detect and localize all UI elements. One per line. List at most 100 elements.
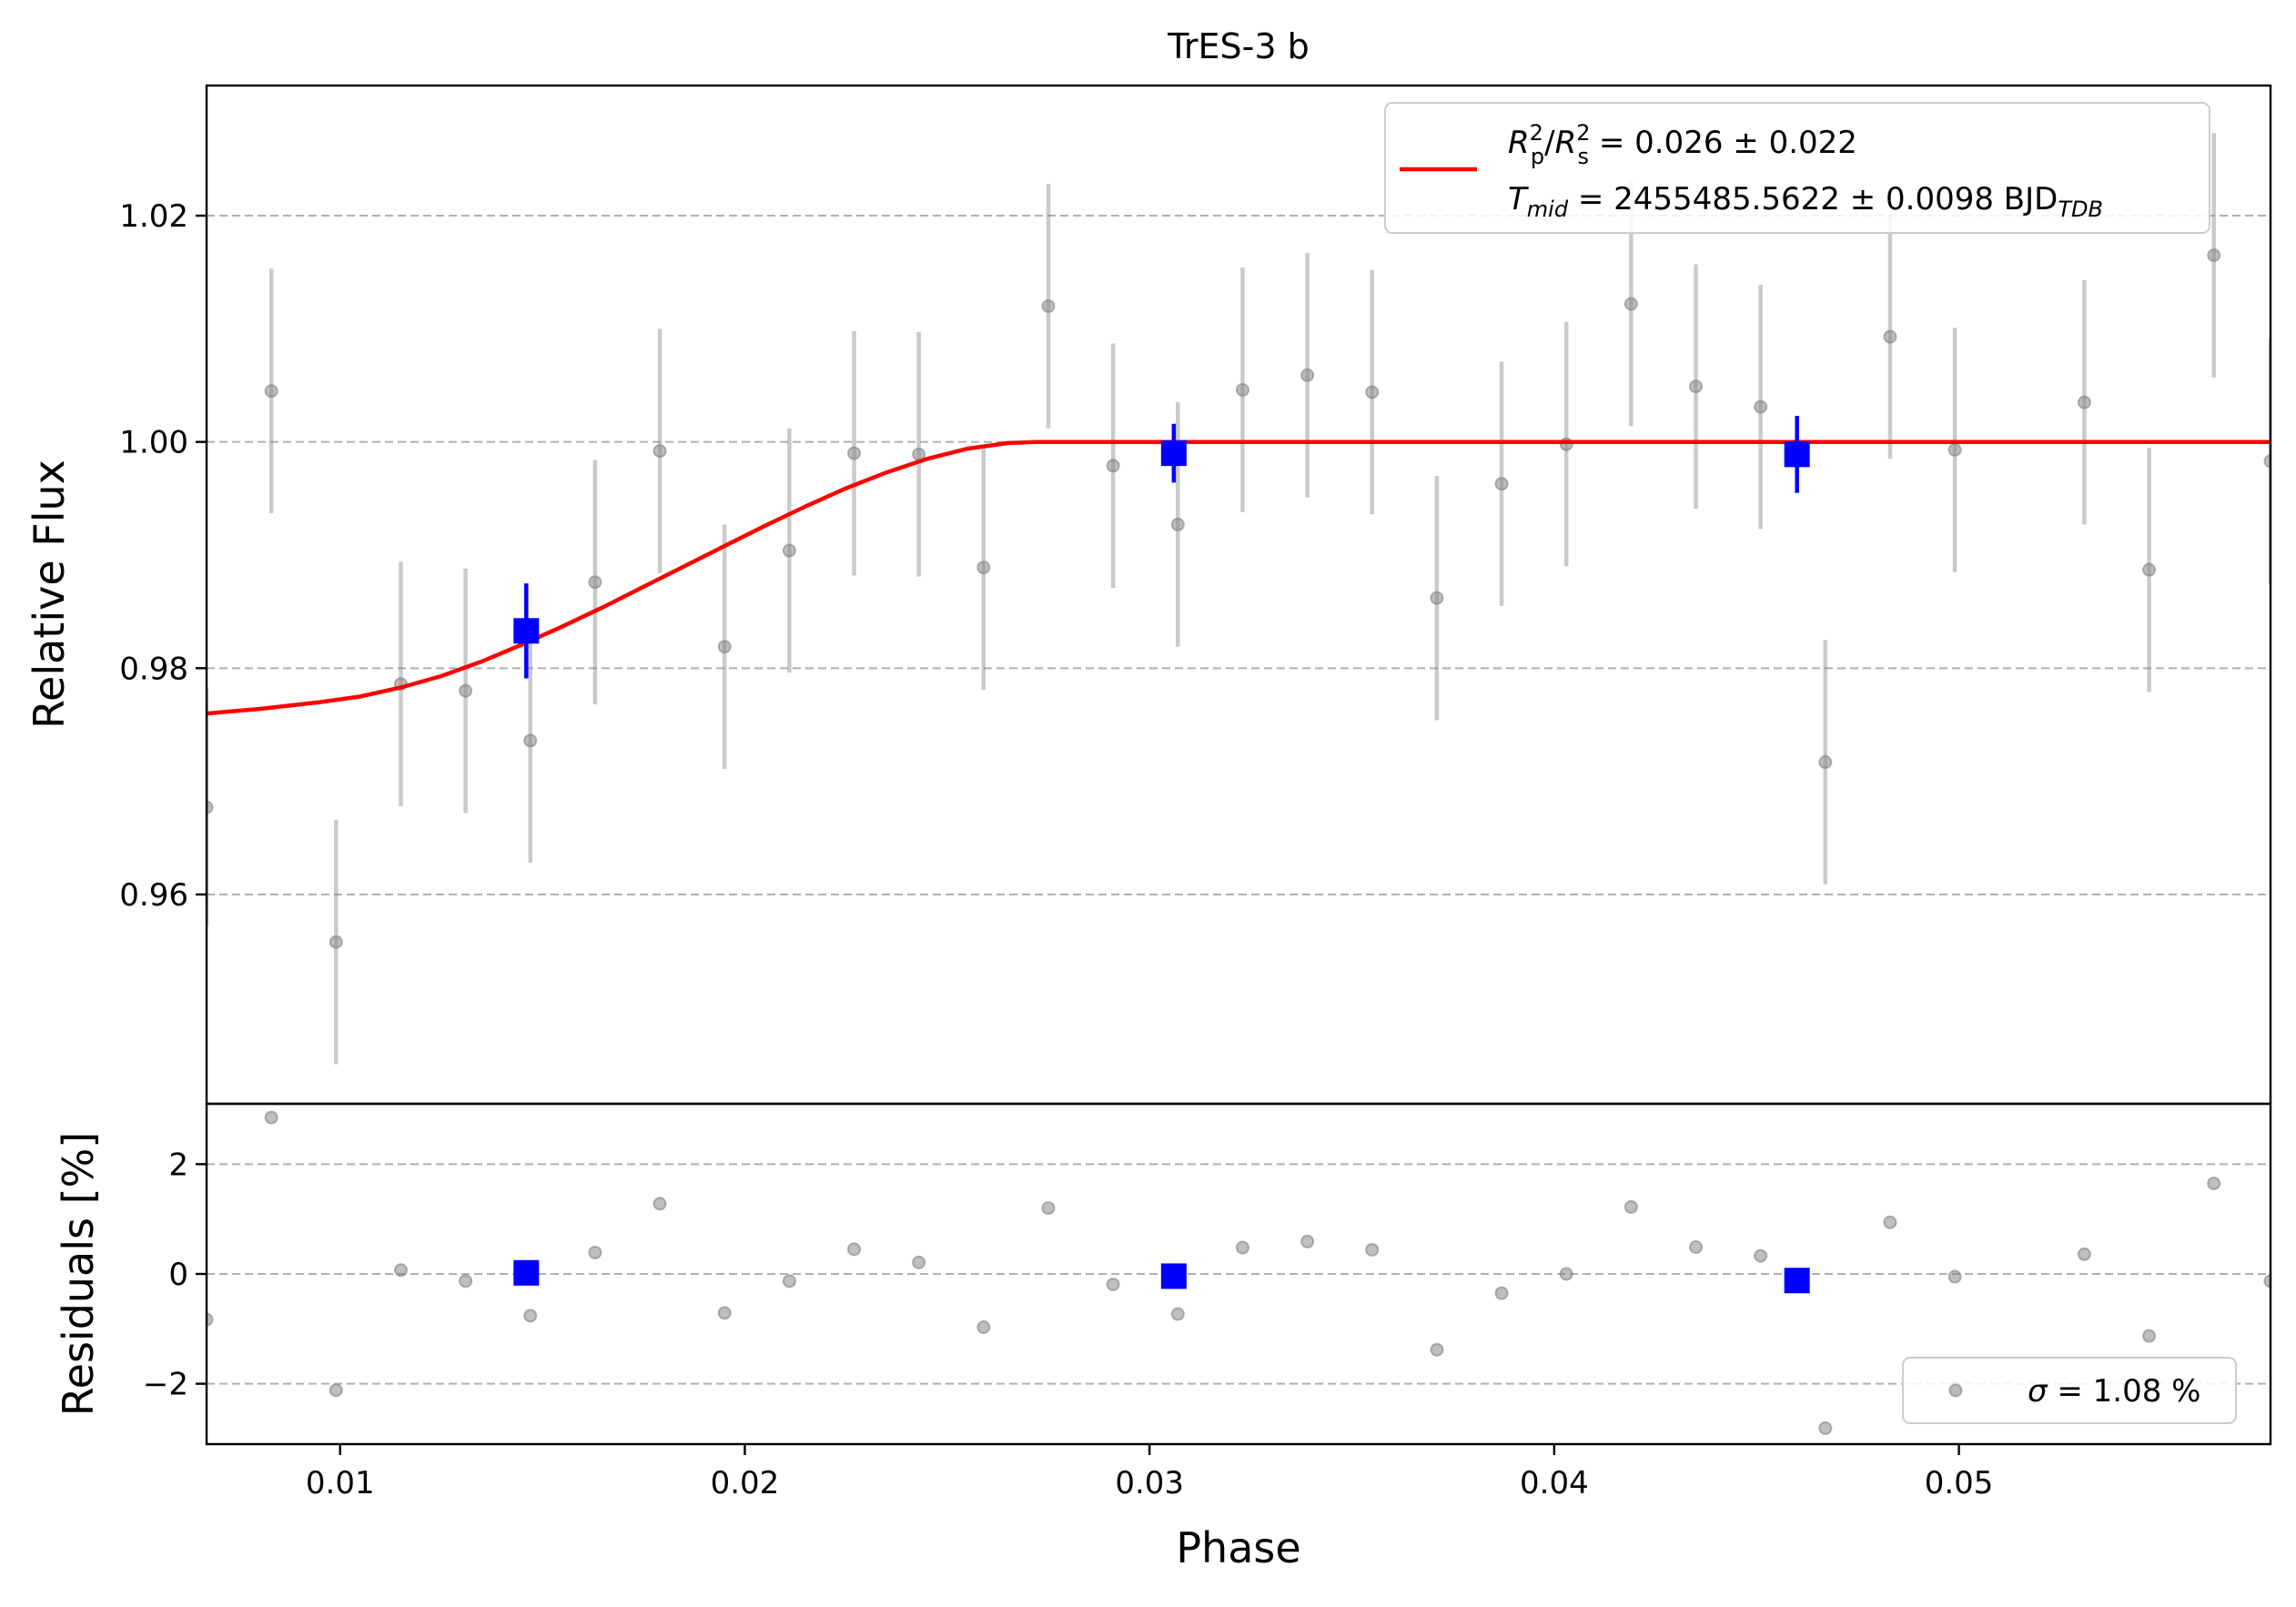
flux-axes-frame	[205, 84, 2272, 1106]
flux-point	[1170, 517, 1185, 531]
x-tick-label: 0.03	[1115, 1465, 1184, 1501]
flux-point	[1494, 477, 1509, 491]
residual-point	[717, 1306, 732, 1320]
x-ticks: 0.01 0.02 0.03 0.04 0.05	[306, 1444, 1994, 1501]
flux-binned-points	[513, 416, 1810, 679]
flux-point	[2207, 248, 2221, 262]
transit-model-line	[207, 440, 2271, 716]
residual-point	[1106, 1277, 1120, 1291]
flux-point	[1883, 329, 1897, 344]
flux-point	[264, 384, 278, 399]
x-tick-label: 0.01	[306, 1465, 375, 1501]
residual-y-tick-label: 0	[168, 1257, 188, 1293]
flux-point	[1754, 399, 1768, 414]
flux-point	[1235, 382, 1249, 397]
legend-rp-rs-text: R2 p/R2 s = 0.026 ± 0.022	[1508, 120, 1857, 169]
flux-point	[1623, 297, 1638, 311]
residual-binned-points	[513, 1259, 1810, 1294]
binned-residual-point	[513, 1259, 540, 1286]
residual-point	[976, 1320, 991, 1335]
x-tick-label: 0.05	[1925, 1465, 1994, 1501]
flux-grid	[207, 214, 2271, 895]
model-legend: R2 p/R2 s = 0.026 ± 0.022 Tmid = 2455485.5…	[1384, 102, 2210, 234]
flux-y-ticks: 0.96 0.98 1.00 1.02	[119, 198, 207, 914]
flux-point	[1106, 459, 1120, 473]
residual-point	[1494, 1286, 1509, 1300]
residual-legend: σ = 1.08 %	[1902, 1357, 2237, 1424]
flux-point	[1300, 368, 1315, 382]
residuals-y-axis-label: Residuals [%]	[54, 1132, 103, 1416]
flux-y-tick-label: 1.02	[119, 198, 188, 235]
residual-legend-marker	[1948, 1383, 1963, 1398]
binned-point	[1160, 440, 1187, 467]
residual-legend-box	[1902, 1357, 2237, 1424]
residual-point	[652, 1197, 667, 1211]
flux-y-axis-label: Relative Flux	[25, 460, 74, 729]
flux-point	[207, 800, 214, 814]
x-axis-label: Phase	[1176, 1523, 1300, 1572]
residual-point	[1559, 1267, 1573, 1281]
residual-point	[2207, 1176, 2221, 1190]
flux-point	[523, 733, 538, 748]
x-tick-label: 0.02	[711, 1465, 780, 1501]
flux-point	[1365, 385, 1380, 399]
binned-residual-point	[1160, 1263, 1187, 1289]
flux-point	[1818, 755, 1833, 770]
residual-point	[847, 1242, 862, 1257]
flux-point	[717, 640, 732, 654]
residual-point	[588, 1245, 602, 1259]
x-tick-label: 0.04	[1520, 1465, 1589, 1501]
residual-point	[459, 1274, 473, 1289]
residual-point	[1365, 1242, 1380, 1257]
residual-point	[2263, 1274, 2271, 1289]
residual-point	[1623, 1199, 1638, 1214]
flux-point	[588, 575, 602, 590]
binned-point	[1784, 441, 1810, 468]
flux-point	[459, 683, 473, 698]
residual-point	[264, 1110, 278, 1125]
flux-point	[847, 446, 862, 460]
residual-point	[1818, 1421, 1833, 1436]
flux-point	[652, 444, 667, 459]
flux-point	[1041, 298, 1056, 313]
binned-point	[513, 618, 540, 644]
legend-tmid-text: Tmid = 2455485.5622 ± 0.0098 BJDTDB	[1508, 181, 2103, 222]
residual-y-tick-label: −2	[143, 1367, 188, 1403]
flux-point	[2263, 454, 2271, 469]
residual-point	[1947, 1269, 1962, 1284]
residual-point	[1300, 1234, 1315, 1248]
flux-point	[1689, 379, 1704, 394]
flux-data-points	[207, 133, 2271, 1065]
residual-point	[1883, 1215, 1897, 1229]
residual-point	[1689, 1239, 1704, 1254]
flux-point	[976, 561, 991, 575]
residual-point	[1430, 1342, 1444, 1357]
residual-point	[393, 1263, 408, 1278]
residual-point	[1041, 1201, 1056, 1216]
flux-point	[1430, 591, 1444, 605]
flux-y-tick-label: 0.96	[119, 877, 188, 914]
residual-point	[2142, 1329, 2157, 1343]
residual-point	[782, 1274, 796, 1289]
flux-point	[329, 935, 343, 949]
residual-point	[1170, 1307, 1185, 1321]
flux-point	[1947, 442, 1962, 457]
chart-title: TrES-3 b	[1167, 26, 1309, 66]
sigma-text: σ = 1.08 %	[2028, 1373, 2200, 1410]
flux-point	[2142, 562, 2157, 577]
residual-point	[523, 1309, 538, 1323]
flux-point	[2077, 395, 2091, 409]
model-legend-box	[1384, 102, 2210, 234]
flux-y-tick-label: 0.98	[119, 651, 188, 687]
binned-residual-point	[1784, 1268, 1810, 1294]
residual-point	[1235, 1240, 1249, 1255]
residual-point	[912, 1255, 926, 1269]
flux-point	[782, 543, 796, 558]
residual-point	[329, 1383, 343, 1398]
residual-point	[1754, 1248, 1768, 1263]
residual-point	[207, 1312, 214, 1327]
flux-y-tick-label: 1.00	[119, 425, 188, 461]
residual-point	[2077, 1247, 2091, 1261]
